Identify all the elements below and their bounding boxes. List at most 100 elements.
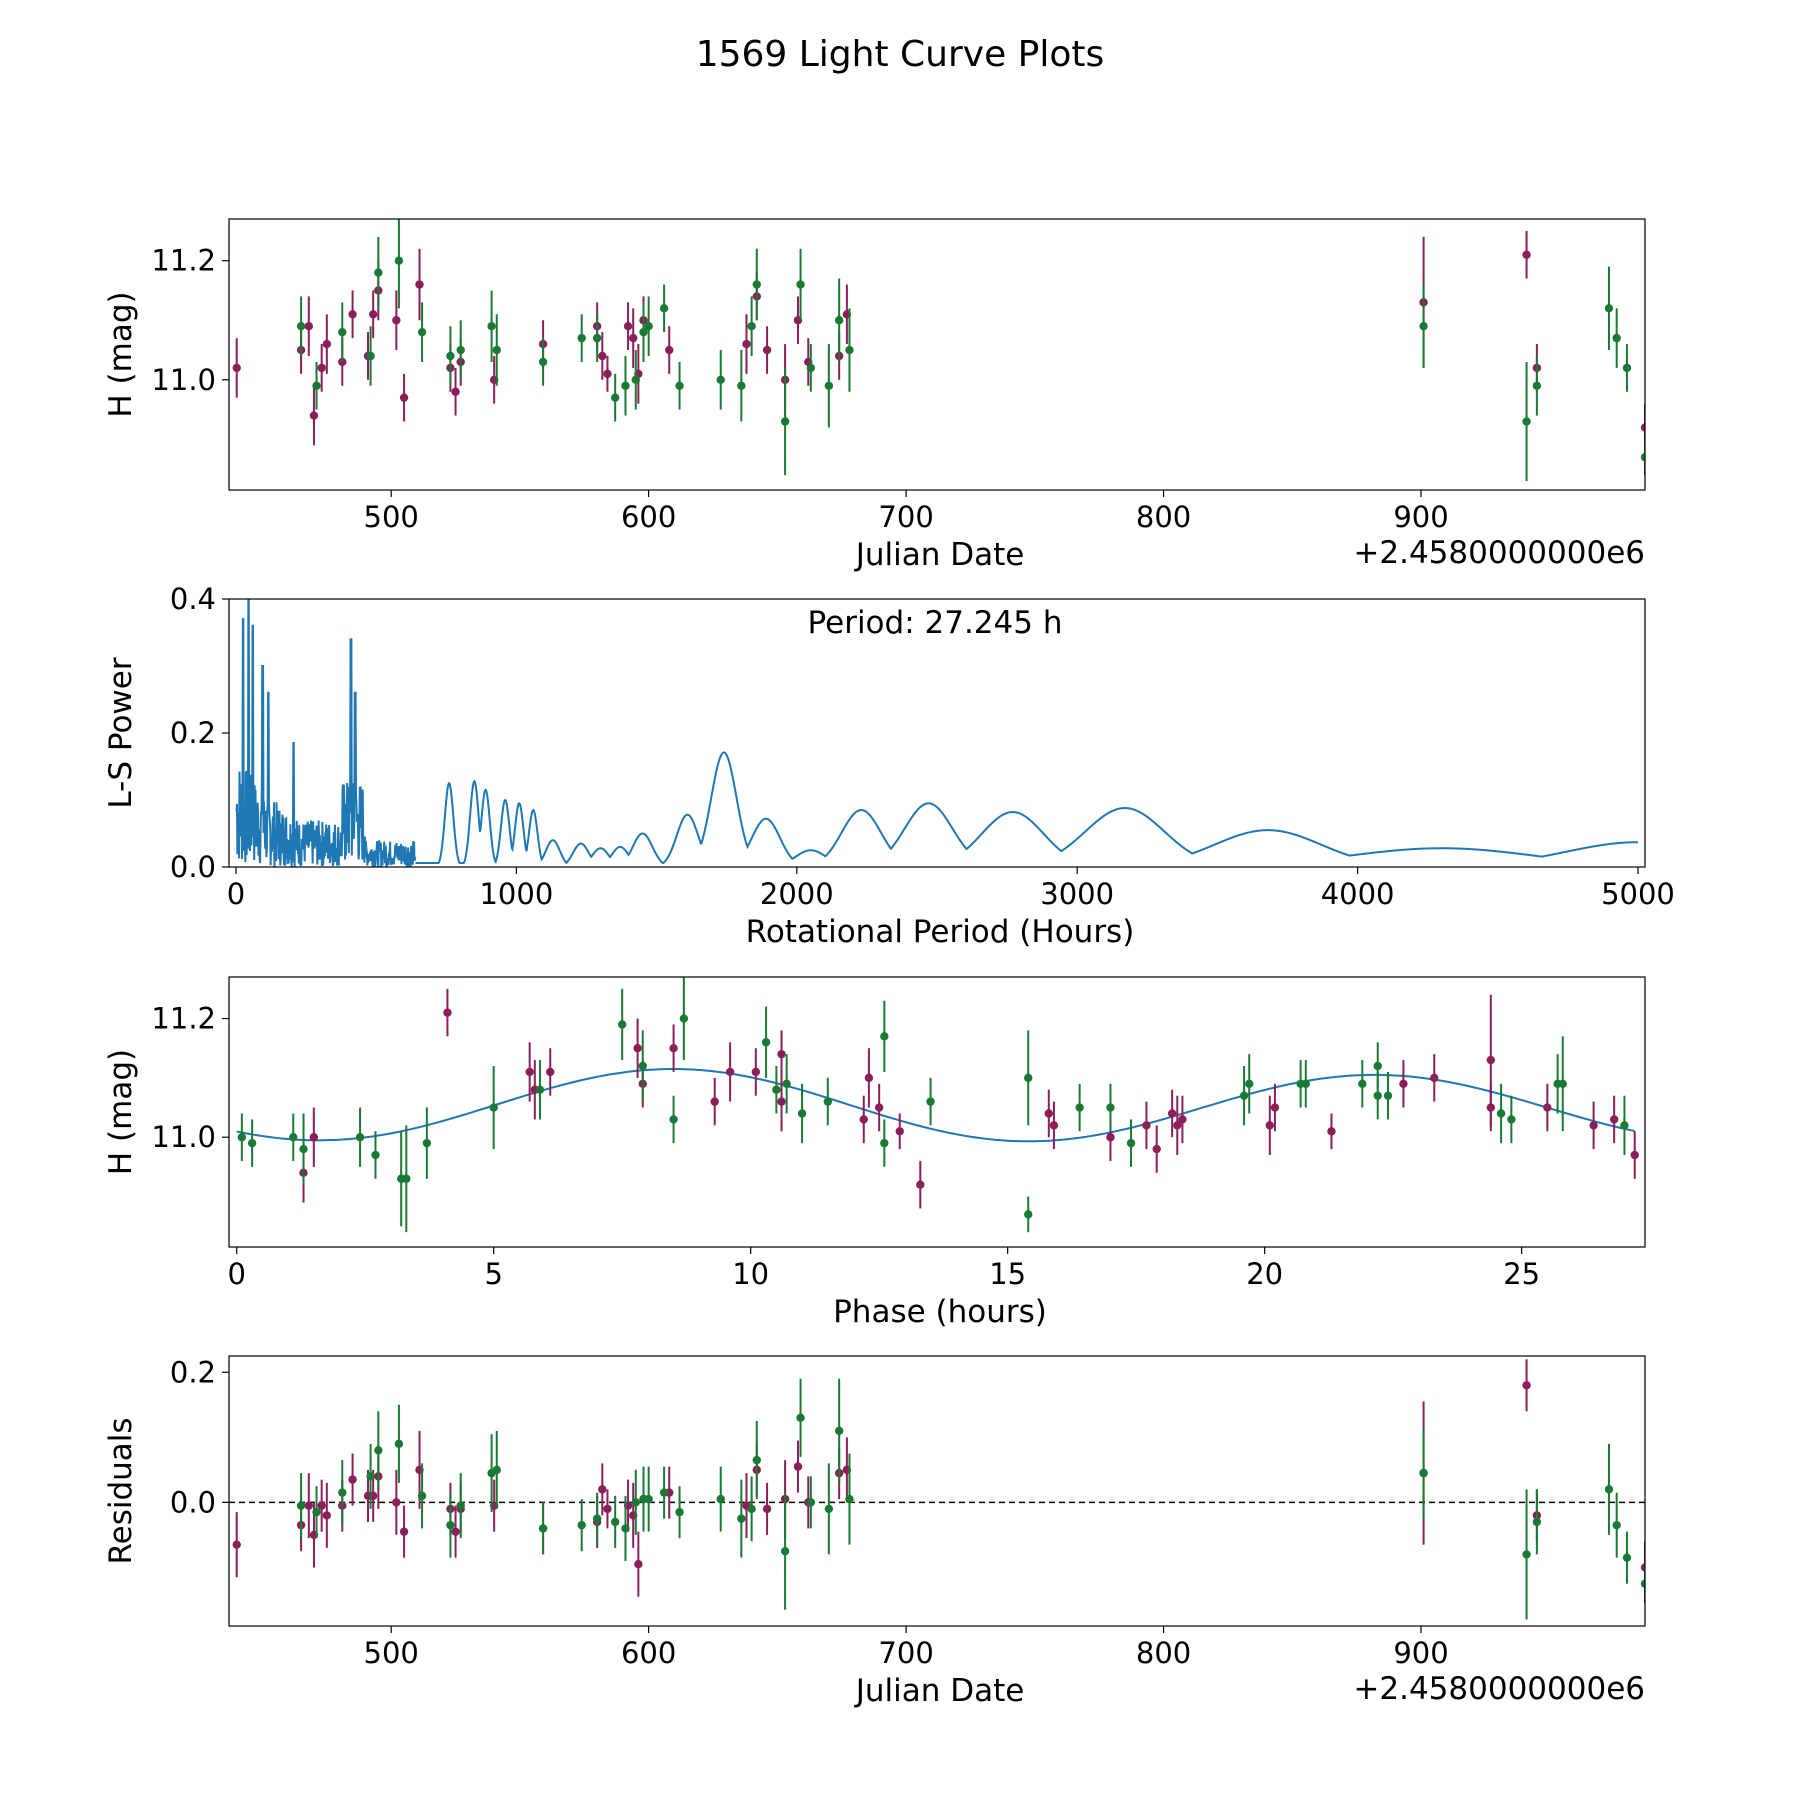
data-point [1152,1144,1161,1154]
data-point [780,417,790,426]
data-point [1142,1121,1151,1130]
light-curve-xlabel: Julian Date [854,537,1025,573]
data-point [232,363,241,373]
data-point [761,1038,771,1047]
data-point [374,268,383,277]
data-point [371,1150,380,1160]
data-point [610,393,620,402]
data-point [525,1067,534,1077]
data-point [1589,1121,1598,1130]
data-point [304,322,314,331]
data-point [451,1527,460,1536]
data-point [737,381,746,390]
data-point [1106,1133,1115,1142]
data-point [1622,363,1632,373]
x-tick-label: 600 [621,1636,676,1670]
data-point [309,411,319,420]
series-a [232,230,1645,452]
resid-plot-area [229,1359,1645,1620]
data-point [1178,1115,1187,1124]
data-point [751,1067,761,1077]
data-point [399,1527,409,1536]
x-tick-label: 1000 [479,877,553,911]
y-tick-label: 11.2 [151,1002,216,1036]
data-point [417,1491,427,1501]
data-point [679,1014,689,1023]
data-point [247,1138,257,1148]
data-point [1486,1103,1496,1112]
data-point [621,381,630,390]
data-point [489,1103,498,1112]
data-point [399,393,409,402]
data-point [1640,1563,1645,1572]
data-point [782,1079,791,1089]
data-point [577,1520,586,1530]
data-point [796,280,805,289]
y-tick-label: 11.2 [151,244,216,278]
data-point [374,1446,383,1455]
periodogram-short-period-forest [235,599,417,867]
data-point [309,1133,319,1142]
data-point [639,327,648,337]
data-point [621,1524,630,1533]
data-point [675,381,684,390]
data-point [456,1501,465,1510]
data-point [322,339,332,349]
data-point [644,322,653,331]
data-point [492,345,501,355]
data-point [1532,1517,1542,1527]
data-point [1044,1109,1053,1118]
x-tick-label: 600 [621,500,676,534]
data-point [1604,304,1614,313]
data-point [592,1514,602,1523]
data-point [492,1465,501,1475]
data-point [1612,1520,1621,1530]
periodogram-panel: Rotational Period (Hours) L-S Power Peri… [103,582,1675,950]
x-tick-label: 0 [227,877,245,911]
series-b [237,977,1629,1233]
data-point [752,1455,761,1465]
data-point [834,1426,844,1436]
data-point [1522,1550,1531,1559]
data-point [1522,1381,1531,1390]
x-tick-label: 4000 [1321,877,1395,911]
y-tick-label: 0.2 [170,716,216,750]
y-tick-label: 0.4 [170,582,216,616]
data-point [1486,1055,1496,1065]
data-point [623,322,633,331]
data-point [806,1498,816,1507]
data-point [338,327,347,337]
data-point [598,351,607,361]
data-point [762,1504,772,1514]
data-point [665,345,674,355]
periodogram-xlabel: Rotational Period (Hours) [746,914,1135,950]
light-curve-panel: Julian Date H (mag) +2.4580000000e6 500 6… [103,218,1646,573]
data-point [669,1044,678,1053]
data-point [348,1475,357,1484]
data-point [1126,1138,1136,1148]
data-point [777,1097,786,1106]
data-point [916,1180,925,1189]
x-tick-label: 2000 [760,877,834,911]
data-point [487,322,496,331]
data-point [443,1008,452,1017]
data-point [638,1061,647,1071]
residuals-ylabel: Residuals [103,1417,139,1564]
data-point [1630,1150,1639,1160]
series-b [296,1378,1645,1620]
data-point [538,1524,548,1533]
data-point [355,1133,365,1142]
data-point [392,316,401,325]
data-point [880,1032,889,1041]
data-point [1640,1579,1645,1588]
data-point [1049,1121,1059,1130]
data-point [796,1413,805,1423]
data-point [1373,1061,1382,1071]
y-tick-label: 0.0 [170,1485,216,1519]
data-point [304,1501,314,1510]
data-point [392,1498,401,1507]
x-tick-label: 5000 [1601,877,1675,911]
data-point [446,1520,455,1530]
data-point [577,333,586,343]
data-point [1167,1109,1177,1118]
